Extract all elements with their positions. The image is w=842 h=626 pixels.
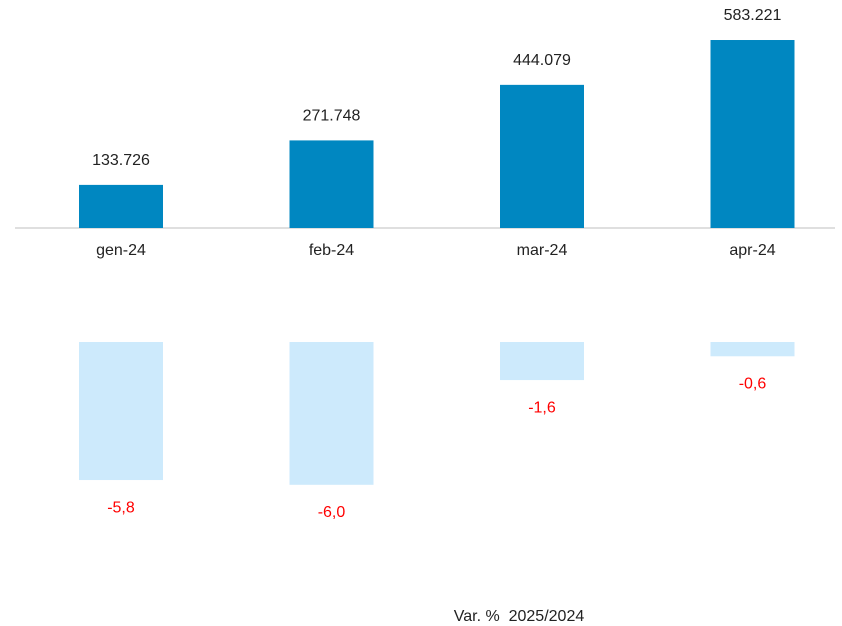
bar (500, 342, 584, 381)
data-label: 271.748 (303, 108, 361, 125)
caption: Var. % 2025/2024 (454, 608, 585, 625)
data-label: 133.726 (92, 152, 150, 169)
data-label: -5,8 (107, 499, 135, 516)
data-label: -1,6 (528, 399, 556, 416)
bar (79, 342, 163, 481)
data-label: -6,0 (318, 504, 346, 521)
data-label: 444.079 (513, 52, 571, 69)
bar (710, 40, 795, 229)
x-tick-label: feb-24 (309, 242, 354, 259)
bar (289, 140, 374, 228)
x-tick-label: mar-24 (517, 242, 568, 259)
bar (710, 342, 795, 357)
data-label: 583.221 (724, 7, 782, 24)
x-tick-label: gen-24 (96, 242, 146, 259)
bar (289, 342, 374, 485)
bar (79, 184, 163, 228)
bar (500, 84, 584, 228)
x-tick-label: apr-24 (729, 242, 775, 259)
data-label: -0,6 (739, 375, 767, 392)
